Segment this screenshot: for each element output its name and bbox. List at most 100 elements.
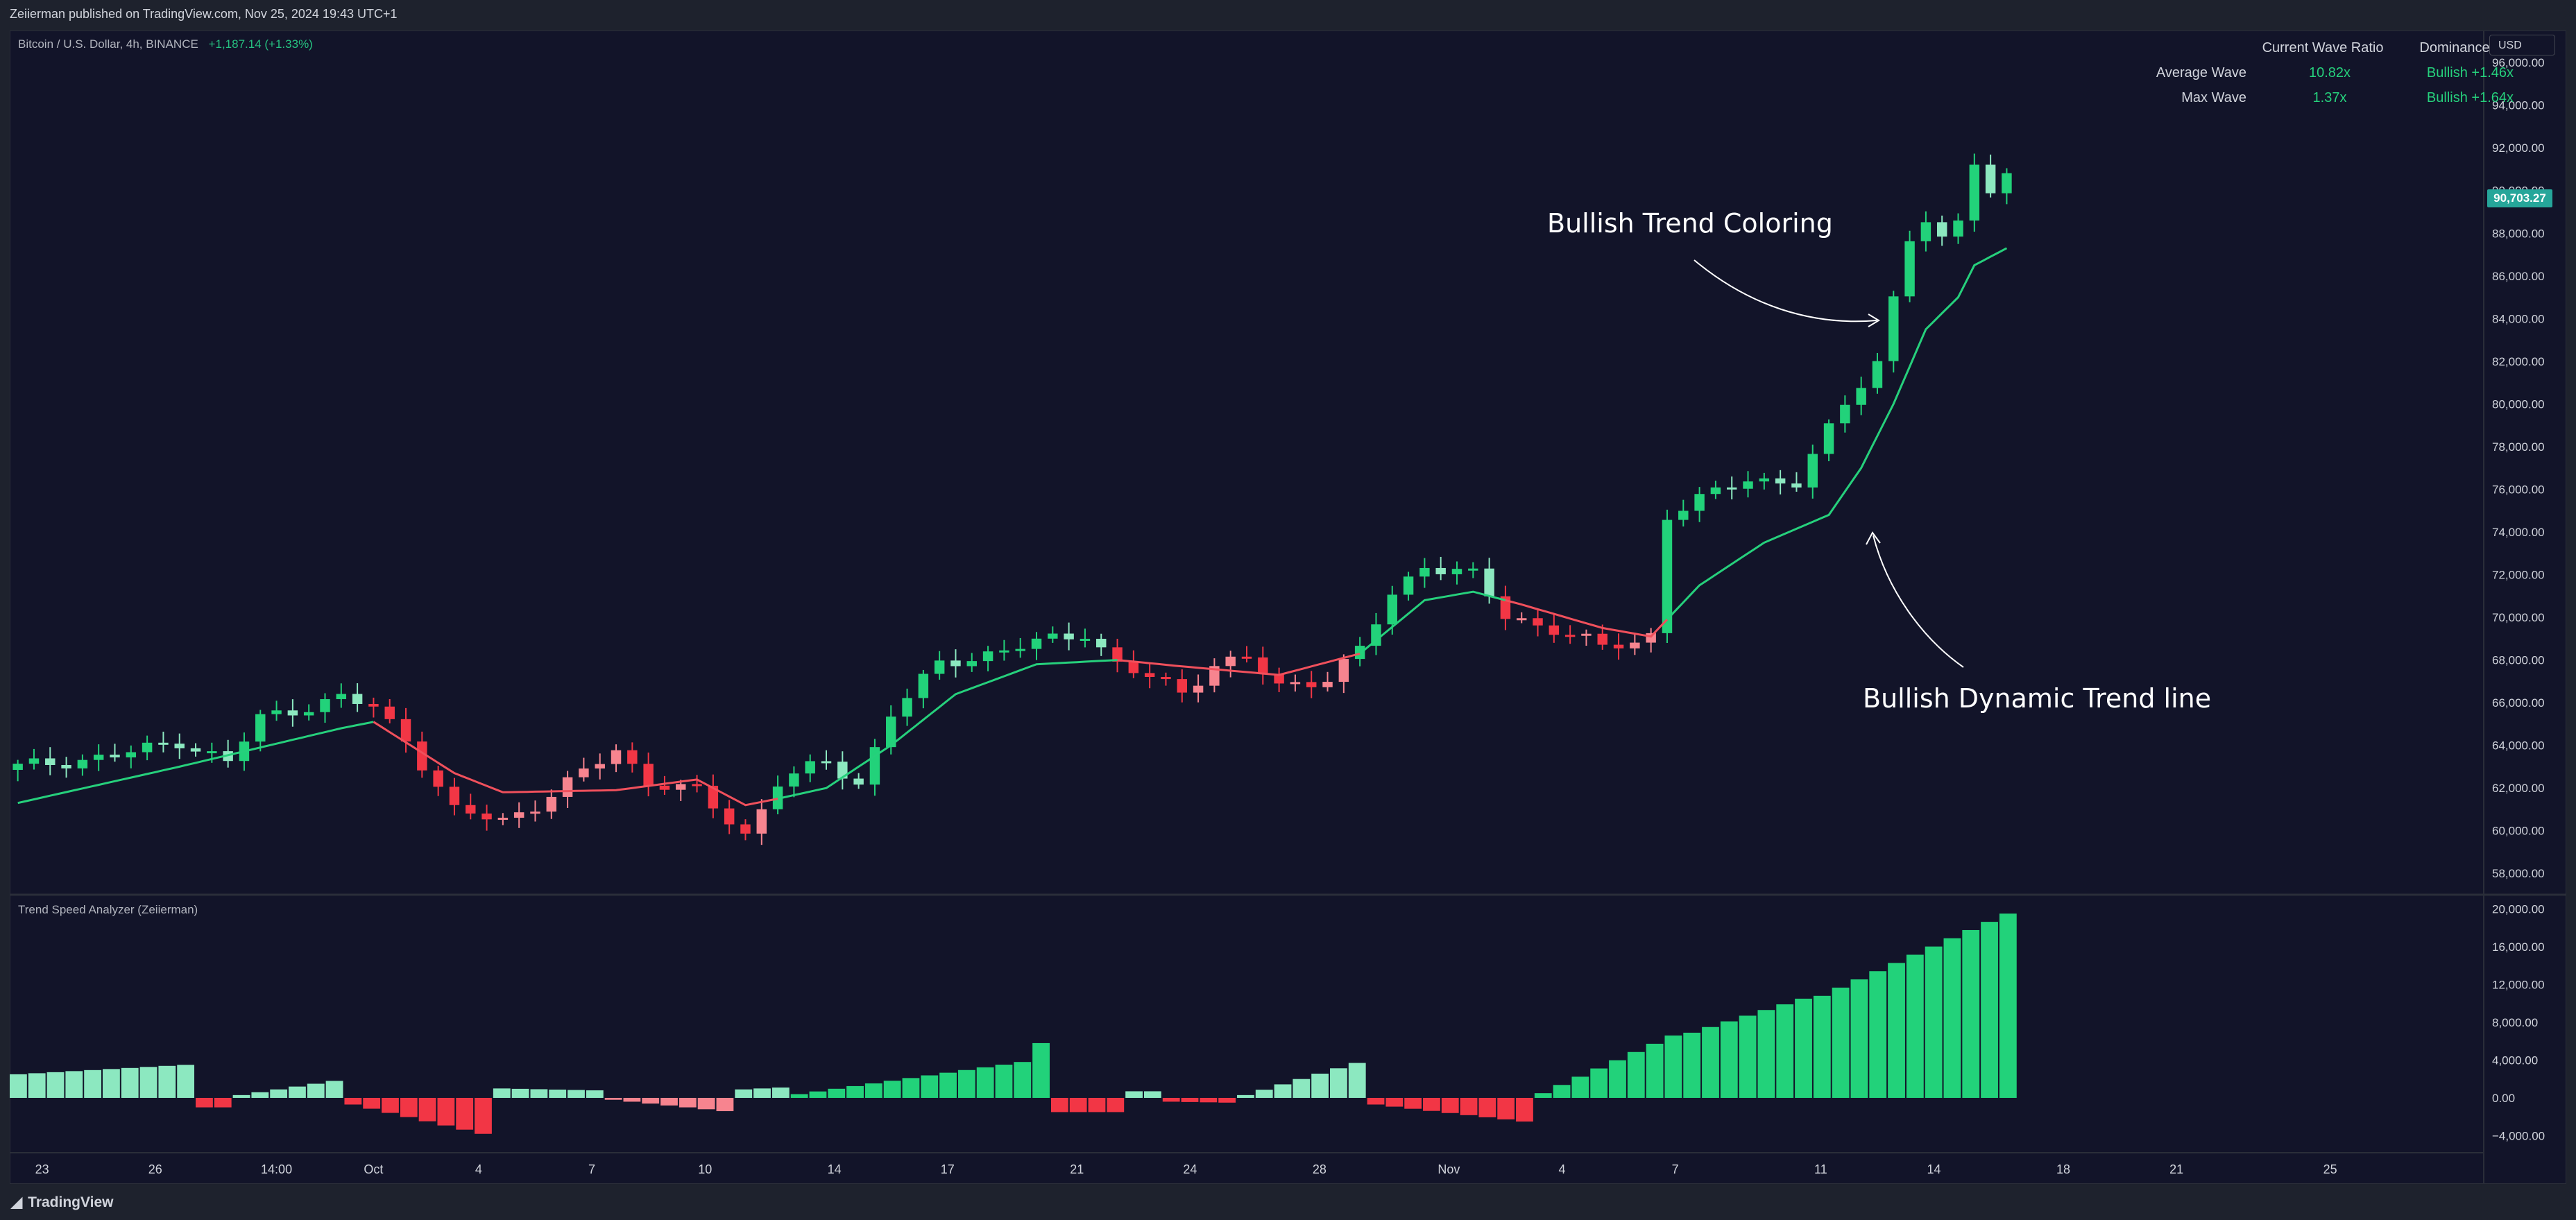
histogram-bar[interactable] (289, 1086, 306, 1098)
candle-body[interactable] (821, 761, 832, 764)
candle-body[interactable] (1500, 596, 1511, 619)
candle-body[interactable] (497, 818, 509, 821)
histogram-bar[interactable] (735, 1089, 753, 1098)
histogram-bar[interactable] (139, 1067, 157, 1098)
histogram-bar[interactable] (1534, 1093, 1552, 1098)
candle-body[interactable] (1161, 676, 1171, 680)
candle-body[interactable] (627, 750, 638, 764)
histogram-bar[interactable] (251, 1092, 269, 1098)
histogram-bar[interactable] (921, 1075, 939, 1098)
histogram-bar[interactable] (1423, 1097, 1440, 1111)
histogram-bar[interactable] (400, 1097, 418, 1117)
histogram-bar[interactable] (307, 1083, 325, 1098)
histogram-bar[interactable] (530, 1089, 548, 1098)
candle-body[interactable] (1048, 633, 1058, 639)
candle-body[interactable] (336, 694, 347, 700)
histogram-bar[interactable] (232, 1094, 250, 1098)
candle-body[interactable] (1743, 481, 1753, 489)
candle-body[interactable] (1371, 624, 1381, 646)
histogram-bar[interactable] (1571, 1076, 1589, 1098)
histogram-bar[interactable] (1850, 979, 1868, 1098)
histogram-bar[interactable] (1367, 1097, 1385, 1105)
histogram-bar[interactable] (214, 1097, 232, 1108)
histogram-bar[interactable] (511, 1088, 529, 1098)
candle-body[interactable] (352, 694, 363, 704)
candle-body[interactable] (1985, 164, 1996, 194)
candle-body[interactable] (271, 710, 282, 714)
candle-body[interactable] (530, 811, 540, 814)
candle-body[interactable] (886, 716, 896, 748)
candle-body[interactable] (1387, 594, 1397, 625)
candle-body[interactable] (513, 812, 524, 818)
candle-body[interactable] (1015, 648, 1025, 651)
candle-body[interactable] (2002, 173, 2012, 194)
candle-body[interactable] (1630, 642, 1640, 648)
candle-body[interactable] (1338, 659, 1349, 682)
currency-button[interactable]: USD (2489, 35, 2555, 55)
candle-body[interactable] (1662, 519, 1673, 633)
candle-body[interactable] (1775, 478, 1786, 484)
histogram-bar[interactable] (1143, 1091, 1161, 1098)
histogram-bar[interactable] (586, 1090, 604, 1098)
candle-body[interactable] (368, 703, 379, 707)
histogram-bar[interactable] (976, 1067, 994, 1098)
histogram-bar[interactable] (1813, 995, 1831, 1098)
candle-body[interactable] (320, 699, 330, 712)
histogram-bar[interactable] (1627, 1051, 1645, 1098)
histogram-bar[interactable] (1478, 1097, 1496, 1117)
histogram-bar[interactable] (158, 1065, 176, 1098)
histogram-bar[interactable] (1107, 1097, 1125, 1112)
candle-body[interactable] (110, 755, 120, 758)
histogram-bar[interactable] (196, 1097, 213, 1108)
histogram-bar[interactable] (1274, 1084, 1292, 1098)
histogram-bar[interactable] (549, 1089, 567, 1098)
candle-body[interactable] (1823, 423, 1834, 454)
candle-body[interactable] (676, 784, 686, 790)
histogram-bar[interactable] (1050, 1097, 1068, 1112)
candle-body[interactable] (1516, 618, 1527, 621)
histogram-bar[interactable] (1720, 1021, 1738, 1098)
histogram-bar[interactable] (1032, 1042, 1050, 1098)
histogram-bar[interactable] (697, 1097, 715, 1110)
histogram-bar[interactable] (1255, 1090, 1273, 1098)
candle-body[interactable] (789, 773, 799, 787)
candle-body[interactable] (1274, 673, 1284, 684)
histogram-bar[interactable] (1702, 1026, 1719, 1098)
histogram-bar[interactable] (1795, 998, 1812, 1098)
candle-body[interactable] (724, 808, 735, 825)
candle-body[interactable] (481, 813, 492, 820)
candle-body[interactable] (1064, 633, 1074, 639)
histogram-bar[interactable] (1553, 1085, 1571, 1098)
symbol-info[interactable]: Bitcoin / U.S. Dollar, 4h, BINANCE +1,18… (18, 37, 313, 51)
candle-body[interactable] (982, 651, 993, 662)
histogram-bar[interactable] (1981, 922, 1998, 1098)
histogram-bar[interactable] (1888, 963, 1905, 1098)
candle-body[interactable] (1646, 633, 1656, 643)
histogram-bar[interactable] (623, 1097, 641, 1102)
histogram-bar[interactable] (716, 1097, 734, 1112)
histogram-bar[interactable] (28, 1073, 46, 1098)
histogram-bar[interactable] (995, 1065, 1013, 1098)
histogram-bar[interactable] (1776, 1004, 1794, 1098)
histogram-bar[interactable] (1646, 1043, 1664, 1098)
histogram-bar[interactable] (604, 1097, 622, 1100)
histogram-bar[interactable] (65, 1071, 83, 1098)
histogram-bar[interactable] (1609, 1060, 1626, 1098)
histogram-bar[interactable] (1293, 1079, 1311, 1098)
candle-body[interactable] (1549, 625, 1560, 635)
candle-body[interactable] (1403, 576, 1414, 595)
tradingview-logo[interactable]: ◢ TradingView (11, 1194, 113, 1211)
histogram-bar[interactable] (475, 1097, 492, 1134)
histogram-bar[interactable] (1590, 1068, 1608, 1098)
histogram-bar[interactable] (902, 1078, 920, 1098)
histogram-bar[interactable] (1869, 971, 1887, 1098)
candle-body[interactable] (1096, 639, 1107, 648)
candle-body[interactable] (966, 661, 978, 667)
histogram-bar[interactable] (382, 1097, 399, 1113)
candle-body[interactable] (158, 742, 169, 745)
histogram-bar[interactable] (1497, 1097, 1515, 1119)
histogram-bar[interactable] (1683, 1032, 1701, 1098)
candle-body[interactable] (1904, 241, 1915, 297)
candle-body[interactable] (562, 777, 573, 797)
candle-body[interactable] (579, 768, 589, 777)
